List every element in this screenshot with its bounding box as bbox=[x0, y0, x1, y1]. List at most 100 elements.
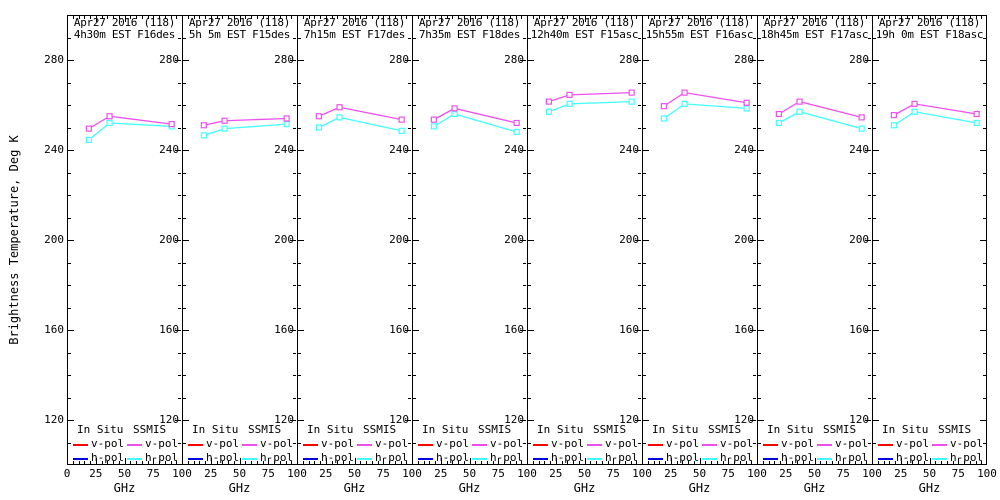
axis-tick bbox=[808, 461, 810, 464]
y-tick-label: 120 bbox=[619, 413, 639, 426]
panel bbox=[757, 15, 872, 465]
legend-header-insitu: In Situ bbox=[422, 423, 469, 436]
axis-tick bbox=[758, 128, 761, 129]
axis-tick bbox=[175, 330, 181, 331]
axis-tick bbox=[298, 285, 301, 286]
axis-tick bbox=[745, 461, 747, 464]
y-tick-label: 280 bbox=[44, 53, 64, 66]
axis-tick bbox=[183, 353, 186, 354]
axis-tick bbox=[520, 420, 526, 421]
axis-tick bbox=[446, 461, 448, 464]
axis-tick bbox=[268, 16, 270, 22]
y-tick-label: 120 bbox=[734, 413, 754, 426]
legend-swatch-ssmis bbox=[242, 444, 257, 446]
axis-tick bbox=[900, 458, 902, 464]
data-point-marker bbox=[890, 122, 897, 129]
legend-label: h-pol bbox=[375, 451, 409, 464]
axis-tick bbox=[865, 150, 871, 151]
axis-tick bbox=[293, 375, 296, 376]
panel bbox=[872, 15, 987, 465]
axis-tick bbox=[929, 16, 931, 22]
axis-tick bbox=[298, 195, 301, 196]
legend-header-insitu: In Situ bbox=[307, 423, 354, 436]
panel-title-date: Apr27 2016 (118) bbox=[533, 16, 636, 29]
legend-swatch-ssmis bbox=[932, 444, 947, 446]
axis-tick bbox=[969, 461, 971, 464]
axis-tick bbox=[147, 461, 149, 464]
axis-tick bbox=[520, 150, 526, 151]
axis-tick bbox=[728, 16, 730, 22]
series-line bbox=[433, 107, 517, 124]
legend-swatch-ssmis bbox=[702, 444, 717, 446]
panel-plot bbox=[85, 113, 175, 143]
axis-tick bbox=[413, 105, 416, 106]
axis-tick bbox=[183, 60, 189, 61]
axis-tick bbox=[408, 173, 411, 174]
legend-header-insitu: In Situ bbox=[77, 423, 124, 436]
axis-tick bbox=[635, 420, 641, 421]
axis-tick bbox=[983, 308, 986, 309]
axis-tick bbox=[298, 218, 301, 219]
axis-tick bbox=[520, 330, 526, 331]
legend-label: v-pol bbox=[551, 437, 585, 450]
data-point-marker bbox=[221, 117, 228, 124]
axis-tick bbox=[638, 105, 641, 106]
axis-tick bbox=[753, 105, 756, 106]
legend-label: v-pol bbox=[375, 437, 409, 450]
axis-tick bbox=[159, 461, 160, 464]
axis-tick bbox=[630, 461, 632, 464]
data-point-marker bbox=[973, 119, 980, 127]
axis-tick bbox=[178, 218, 181, 219]
legend-swatch-ssmis bbox=[817, 458, 832, 460]
axis-tick bbox=[873, 330, 879, 331]
legend-label: h-pol bbox=[91, 451, 125, 464]
axis-tick bbox=[408, 105, 411, 106]
data-point-marker bbox=[451, 110, 458, 118]
y-tick-label: 240 bbox=[504, 143, 524, 156]
y-tick-label: 200 bbox=[44, 233, 64, 246]
data-point-marker bbox=[775, 110, 782, 118]
axis-tick bbox=[750, 330, 756, 331]
axis-tick bbox=[130, 16, 132, 19]
x-tick-label: 25 bbox=[664, 467, 678, 480]
y-tick-label: 200 bbox=[389, 233, 409, 246]
axis-tick bbox=[515, 16, 517, 19]
axis-tick bbox=[682, 16, 684, 19]
axis-tick bbox=[136, 16, 137, 19]
axis-tick bbox=[298, 443, 301, 444]
legend-swatch-insitu bbox=[188, 444, 203, 446]
axis-tick bbox=[95, 16, 97, 22]
axis-tick bbox=[643, 443, 646, 444]
axis-tick bbox=[711, 16, 712, 19]
axis-tick bbox=[348, 461, 350, 464]
axis-tick bbox=[308, 461, 310, 464]
axis-tick bbox=[107, 461, 109, 464]
axis-tick bbox=[528, 150, 534, 151]
axis-tick bbox=[643, 263, 646, 264]
panel-title-date: Apr27 2016 (118) bbox=[648, 16, 751, 29]
data-point-marker bbox=[660, 103, 667, 110]
axis-tick bbox=[175, 150, 181, 151]
axis-tick bbox=[68, 150, 74, 151]
axis-tick bbox=[68, 38, 71, 39]
legend-label: h-pol bbox=[835, 451, 869, 464]
axis-tick bbox=[68, 128, 71, 129]
legend-swatch-insitu bbox=[763, 444, 778, 446]
axis-tick bbox=[183, 420, 189, 421]
axis-tick bbox=[596, 16, 597, 19]
axis-tick bbox=[509, 16, 511, 19]
axis-tick bbox=[68, 308, 71, 309]
axis-tick bbox=[873, 263, 876, 264]
axis-tick bbox=[405, 330, 411, 331]
axis-tick bbox=[791, 16, 793, 19]
axis-tick bbox=[413, 83, 416, 84]
axis-tick bbox=[638, 173, 641, 174]
axis-tick bbox=[216, 461, 218, 464]
y-tick-label: 240 bbox=[274, 143, 294, 156]
axis-tick bbox=[722, 461, 724, 464]
axis-tick bbox=[298, 173, 301, 174]
legend-header-ssmis: SSMIS bbox=[593, 423, 627, 436]
x-tick-label: 100 bbox=[287, 467, 307, 480]
legend-swatch-insitu bbox=[418, 444, 433, 446]
axis-tick bbox=[601, 16, 603, 19]
